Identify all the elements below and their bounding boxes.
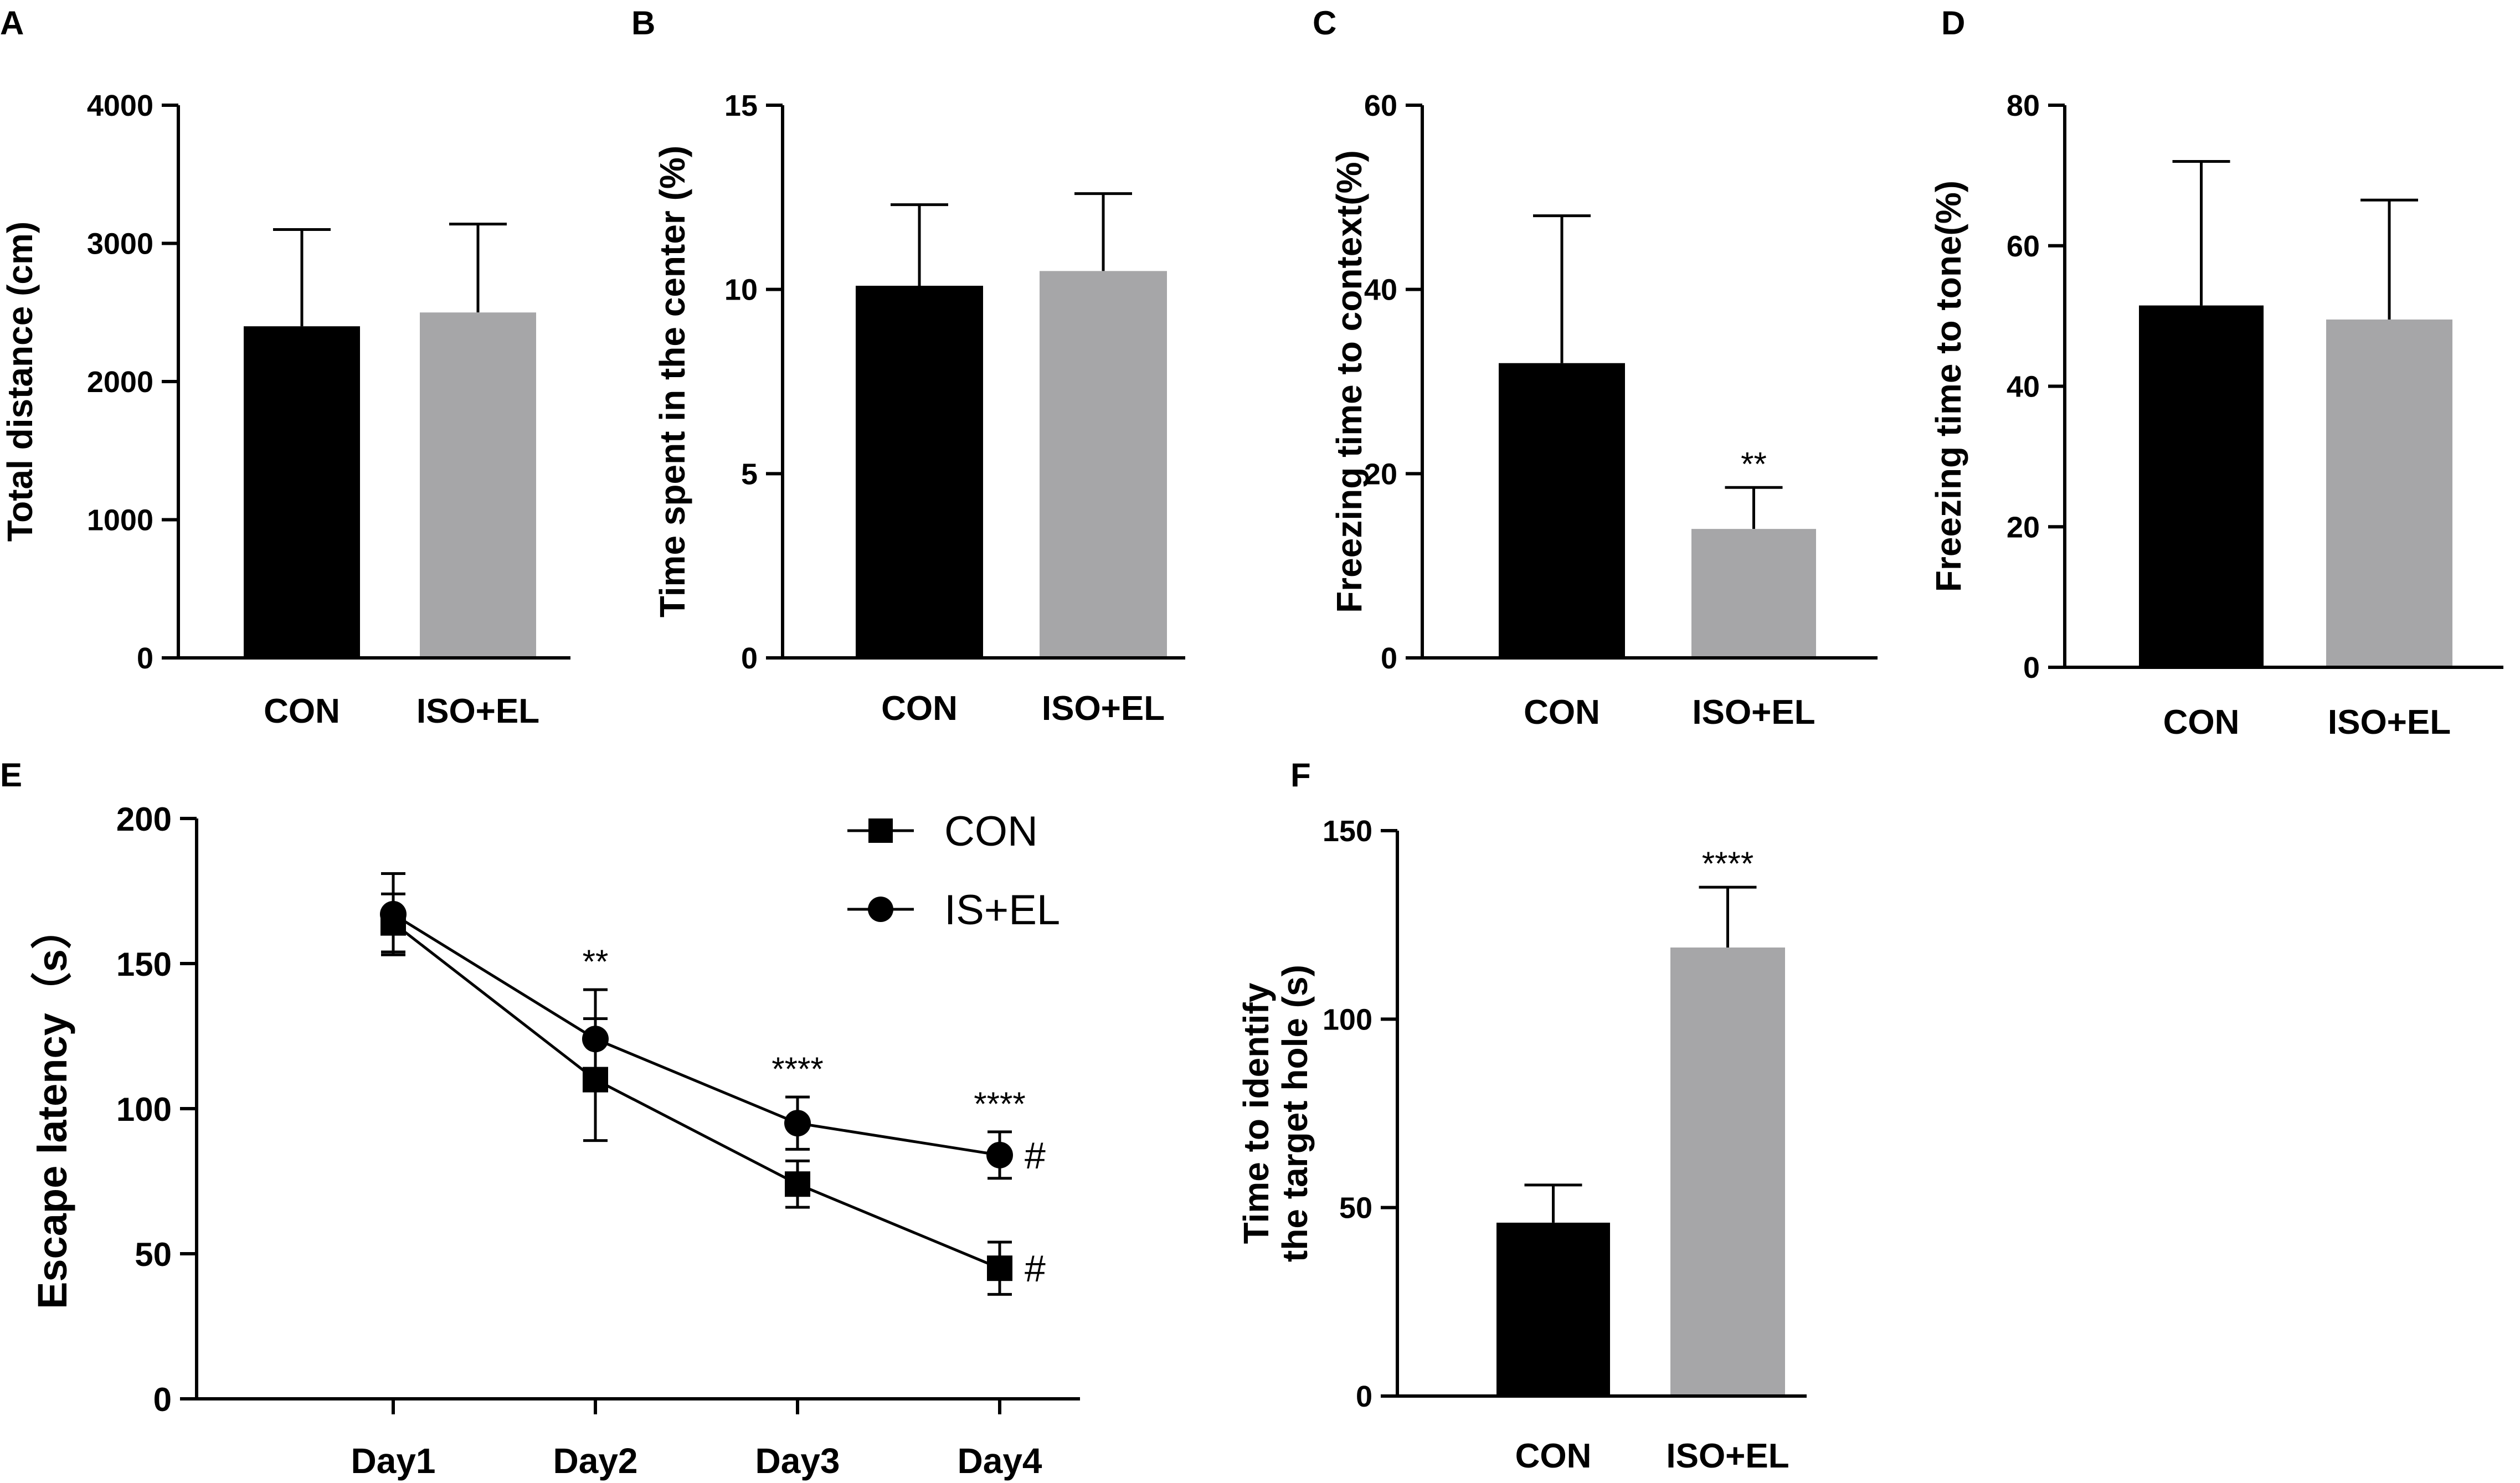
y-axis-label: Freezing time to context(%) <box>1329 150 1369 613</box>
series-line-is-el <box>392 913 1000 1157</box>
significance-mark: **** <box>1702 845 1753 882</box>
y-axis-label: Escape latency（s） <box>29 908 75 1309</box>
category-label: ISO+EL <box>1692 693 1815 732</box>
panel-b: B 0 5 10 15 Time spent in the center (%) CON IS… <box>631 4 1185 728</box>
y-axis-label: Time to identify <box>1236 982 1276 1244</box>
y-tick-label: 0 <box>741 642 758 675</box>
legend-marker-circle <box>868 897 893 922</box>
bar-con <box>2139 305 2264 666</box>
y-tick-label: 100 <box>116 1091 172 1128</box>
y-axis-label: Freezing time to tone(%) <box>1928 181 1968 592</box>
y-tick-label: 40 <box>1364 274 1397 307</box>
y-tick-label: 15 <box>724 89 758 122</box>
y-tick-label: 20 <box>2007 511 2040 544</box>
panel-letter: C <box>1313 4 1336 42</box>
panel-d: D 0 20 40 60 80 Freezing time to tone(%) CON ISO… <box>1928 4 2503 742</box>
y-tick-label: 150 <box>116 946 172 983</box>
point-circle <box>986 1141 1013 1168</box>
bar-iso-el <box>1691 529 1816 656</box>
y-tick-label: 0 <box>137 642 153 675</box>
y-tick-label: 10 <box>724 274 758 307</box>
y-tick-label: 0 <box>2023 651 2040 684</box>
y-tick-label: 100 <box>1323 1003 1372 1036</box>
y-tick-label: 50 <box>135 1236 172 1273</box>
panel-letter: E <box>0 756 22 794</box>
hash-mark: # <box>1025 1248 1046 1290</box>
category-label: ISO+EL <box>1042 689 1165 728</box>
y-tick-label: 50 <box>1339 1192 1372 1225</box>
category-label: CON <box>264 692 340 730</box>
point-square <box>987 1255 1012 1281</box>
category-label: CON <box>881 689 958 728</box>
category-label: ISO+EL <box>416 692 539 730</box>
significance-mark: **** <box>772 1051 823 1088</box>
legend-label: CON <box>944 808 1038 855</box>
category-label: CON <box>1515 1437 1592 1475</box>
y-tick-label: 2000 <box>87 365 153 399</box>
y-tick-label: 4000 <box>87 89 153 122</box>
y-tick-label: 150 <box>1323 815 1372 848</box>
x-tick-label: Day4 <box>958 1441 1042 1481</box>
category-label: ISO+EL <box>2328 703 2451 742</box>
x-tick-label: Day2 <box>553 1441 638 1481</box>
y-axis-label: Time spent in the center (%) <box>652 146 692 617</box>
category-label: ISO+EL <box>1666 1437 1789 1475</box>
point-square <box>785 1171 810 1197</box>
y-tick-label: 200 <box>116 801 172 838</box>
panel-a: A 0 1000 2000 3000 4000 Total distance (cm) CON… <box>0 4 570 730</box>
y-tick-label: 60 <box>2007 230 2040 263</box>
legend: CON IS+EL <box>847 808 1060 934</box>
y-tick-label: 80 <box>2007 89 2040 122</box>
hash-mark: # <box>1025 1135 1046 1177</box>
y-tick-label: 5 <box>741 457 758 491</box>
point-circle <box>784 1110 811 1137</box>
bar-con <box>1496 1222 1610 1394</box>
bar-con <box>1499 363 1625 656</box>
panel-letter: A <box>0 4 24 42</box>
legend-marker-square <box>868 818 893 843</box>
significance-mark: **** <box>974 1085 1025 1122</box>
bar-con <box>856 286 983 656</box>
bar-con <box>244 326 360 656</box>
panel-letter: B <box>631 4 655 42</box>
panel-c: C 0 20 40 60 Freezing time to context(%) CON IS… <box>1313 4 1878 732</box>
x-tick-label: Day3 <box>755 1441 840 1481</box>
x-tick-label: Day1 <box>351 1441 436 1481</box>
significance-mark: ** <box>1741 445 1767 482</box>
point-circle <box>582 1026 609 1053</box>
bar-iso-el <box>2326 319 2452 666</box>
y-tick-label: 0 <box>1381 642 1397 675</box>
y-tick-label: 0 <box>153 1381 172 1418</box>
significance-mark: ** <box>583 943 609 980</box>
y-tick-label: 20 <box>1364 457 1397 491</box>
bar-iso-el <box>420 312 536 656</box>
y-tick-label: 40 <box>2007 370 2040 404</box>
y-axis-label: Total distance (cm) <box>0 222 40 542</box>
y-tick-label: 60 <box>1364 89 1397 122</box>
category-label: CON <box>1524 693 1600 732</box>
category-label: CON <box>2163 703 2240 742</box>
legend-label: IS+EL <box>944 887 1060 934</box>
y-tick-label: 0 <box>1356 1380 1372 1413</box>
panel-letter: F <box>1290 756 1311 794</box>
y-axis-label: the target hole (s) <box>1275 965 1315 1262</box>
y-tick-label: 1000 <box>87 504 153 537</box>
bar-iso-el <box>1040 271 1167 656</box>
point-circle <box>380 900 407 928</box>
y-tick-label: 3000 <box>87 228 153 261</box>
series-line-con <box>392 921 1000 1270</box>
bar-iso-el <box>1670 948 1785 1394</box>
panel-letter: D <box>1941 4 1965 42</box>
panel-e: E 0 50 100 150 200 Day1 Day2 Day3 Day4 Escape late… <box>0 756 1080 1481</box>
